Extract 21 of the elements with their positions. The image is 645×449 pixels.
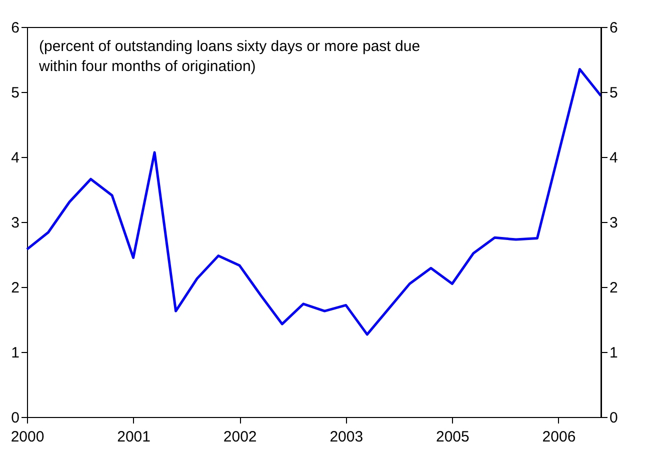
x-tick-label: 2000 <box>10 428 44 446</box>
x-tick-label: 2001 <box>117 428 150 446</box>
y2-tick-label: 4 <box>610 150 618 166</box>
y2-tick-label: 2 <box>610 280 618 296</box>
x-tick-label: 2006 <box>542 428 576 446</box>
y2-tick-label: 0 <box>610 410 618 426</box>
y-tick-label: 2 <box>11 280 20 296</box>
annotation: (percent of outstanding loans sixty days or more past due within four months of origination) <box>38 38 420 75</box>
y-tick-label: 1 <box>11 344 20 362</box>
y2-tick-label: 1 <box>610 344 618 362</box>
x-tick-label: 2002 <box>223 428 257 446</box>
y-tick-label: 6 <box>11 20 20 36</box>
y2-tick-label: 5 <box>610 84 618 102</box>
y-tick-label: 4 <box>11 150 20 166</box>
x-tick-label: 2003 <box>330 428 364 446</box>
y-tick-label: 5 <box>11 84 20 102</box>
y-tick-label: 3 <box>11 214 20 232</box>
y2-tick-label: 3 <box>610 214 618 232</box>
y2-tick-label: 6 <box>610 20 618 36</box>
x-tick-label: 2005 <box>436 428 470 446</box>
y-tick-label: 0 <box>11 410 20 426</box>
